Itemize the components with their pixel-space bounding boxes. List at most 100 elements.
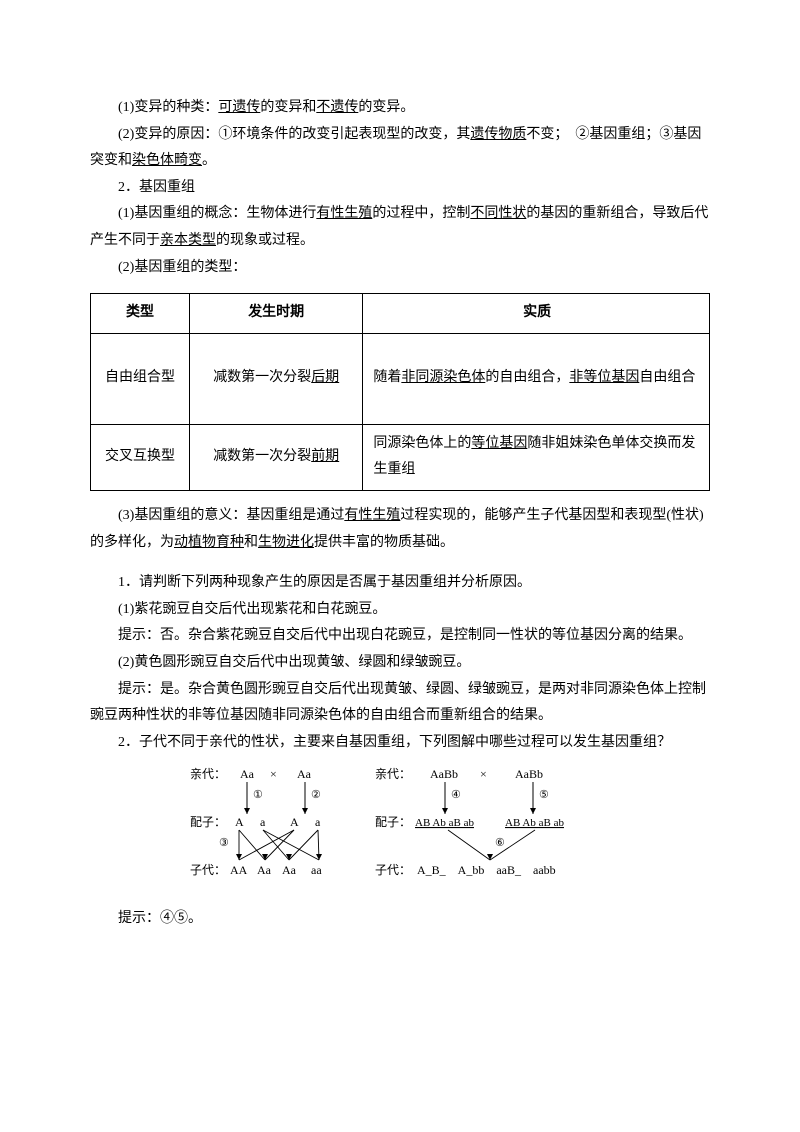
cell-essence: 随着非同源染色体的自由组合，非等位基因自由组合 bbox=[363, 333, 710, 424]
para-types-intro: (2)基因重组的类型： bbox=[90, 255, 710, 282]
question-1-2: (2)黄色圆形豌豆自交后代中出现黄皱、绿圆和绿皱豌豆。 bbox=[90, 650, 710, 677]
underline: 不遗传 bbox=[316, 100, 358, 115]
circled-2: ② bbox=[311, 789, 321, 801]
text: 提供丰富的物质基础。 bbox=[314, 535, 454, 550]
underline: 非同源染色体 bbox=[401, 370, 485, 385]
answer-2: 提示：④⑤。 bbox=[90, 906, 710, 933]
heading-gene-recombination: 2．基因重组 bbox=[90, 175, 710, 202]
underline: 等位基因 bbox=[471, 436, 527, 451]
text: (3)基因重组的意义：基因重组是通过 bbox=[118, 508, 344, 523]
svg-text:aa: aa bbox=[311, 863, 322, 877]
underline: 动植物育种 bbox=[174, 535, 244, 550]
table-row: 交叉互换型 减数第一次分裂前期 同源染色体上的等位基因随非姐妹染色单体交换而发生… bbox=[91, 424, 710, 490]
text: 1．请判断下列两种现象产生的原因是否属于基因重组并分析原因。 bbox=[118, 575, 531, 590]
children-right: A_B_ A_bb aaB_ aabb bbox=[417, 863, 556, 877]
gametes-right: AB Ab aB ab bbox=[505, 817, 564, 829]
cell-type: 自由组合型 bbox=[91, 333, 190, 424]
circled-6: ⑥ bbox=[495, 837, 505, 849]
svg-text:a: a bbox=[260, 815, 266, 829]
child-label-right: 子代： bbox=[375, 863, 411, 877]
svg-text:A: A bbox=[235, 815, 244, 829]
cell-essence: 同源染色体上的等位基因随非姐妹染色单体交换而发生重组 bbox=[363, 424, 710, 490]
svg-text:AaBb: AaBb bbox=[515, 767, 543, 781]
svg-text:Aa: Aa bbox=[240, 767, 255, 781]
circled-4: ④ bbox=[451, 789, 461, 801]
question-1-1: (1)紫花豌豆自交后代出现紫花和白花豌豆。 bbox=[90, 597, 710, 624]
gamete-label-left: 配子： bbox=[190, 815, 226, 829]
text: 减数第一次分裂 bbox=[213, 370, 311, 385]
underline: 不同性状 bbox=[470, 206, 526, 221]
svg-text:×: × bbox=[480, 767, 487, 781]
parent-label-left: 亲代： bbox=[190, 767, 226, 781]
underline: 非等位基因 bbox=[569, 370, 639, 385]
svg-text:AaBb: AaBb bbox=[430, 767, 458, 781]
underline: 前期 bbox=[311, 449, 339, 464]
question-1: 1．请判断下列两种现象产生的原因是否属于基因重组并分析原因。 bbox=[90, 570, 710, 597]
circled-3: ③ bbox=[219, 837, 229, 849]
cross-svg: 亲代： Aa × Aa ① ② 配子： A a A a ③ 子代： AA Aa bbox=[185, 764, 625, 884]
para-significance: (3)基因重组的意义：基因重组是通过有性生殖过程实现的，能够产生子代基因型和表现… bbox=[90, 503, 710, 556]
para-variation-causes: (2)变异的原因：①环境条件的改变引起表现型的改变，其遗传物质不变； ②基因重组… bbox=[90, 122, 710, 175]
table-header-row: 类型 发生时期 实质 bbox=[91, 294, 710, 334]
text: 2．基因重组 bbox=[118, 180, 195, 195]
cell-type: 交叉互换型 bbox=[91, 424, 190, 490]
text: 。 bbox=[202, 153, 216, 168]
underline: 有性生殖 bbox=[344, 508, 400, 523]
child-label-left: 子代： bbox=[190, 863, 226, 877]
text: 提示：否。杂合紫花豌豆自交后代中出现白花豌豆，是控制同一性状的等位基因分离的结果… bbox=[118, 628, 692, 643]
underline: 后期 bbox=[311, 370, 339, 385]
underline: 遗传物质 bbox=[470, 127, 526, 142]
cell-period: 减数第一次分裂后期 bbox=[190, 333, 363, 424]
svg-text:Aa: Aa bbox=[257, 863, 272, 877]
svg-text:A: A bbox=[290, 815, 299, 829]
gamete-label-right: 配子： bbox=[375, 815, 411, 829]
svg-text:×: × bbox=[270, 767, 277, 781]
text: 的过程中，控制 bbox=[372, 206, 470, 221]
text: 减数第一次分裂 bbox=[213, 449, 311, 464]
recombination-types-table: 类型 发生时期 实质 自由组合型 减数第一次分裂后期 随着非同源染色体的自由组合… bbox=[90, 293, 710, 491]
parent-label-right: 亲代： bbox=[375, 767, 411, 781]
text: 提示：是。杂合黄色圆形豌豆自交后代出现黄皱、绿圆、绿皱豌豆，是两对非同源染色体上… bbox=[90, 682, 706, 724]
text: (1)变异的种类： bbox=[118, 100, 218, 115]
answer-1-2: 提示：是。杂合黄色圆形豌豆自交后代出现黄皱、绿圆、绿皱豌豆，是两对非同源染色体上… bbox=[90, 677, 710, 730]
text: 2．子代不同于亲代的性状，主要来自基因重组，下列图解中哪些过程可以发生基因重组？ bbox=[118, 735, 671, 750]
circled-1: ① bbox=[253, 789, 263, 801]
text: 和 bbox=[244, 535, 258, 550]
svg-text:AA: AA bbox=[230, 863, 248, 877]
header-essence: 实质 bbox=[363, 294, 710, 334]
table-row: 自由组合型 减数第一次分裂后期 随着非同源染色体的自由组合，非等位基因自由组合 bbox=[91, 333, 710, 424]
text: 的现象或过程。 bbox=[216, 233, 314, 248]
text: 的变异。 bbox=[358, 100, 414, 115]
text: (2)黄色圆形豌豆自交后代中出现黄皱、绿圆和绿皱豌豆。 bbox=[118, 655, 470, 670]
cell-period: 减数第一次分裂前期 bbox=[190, 424, 363, 490]
question-2: 2．子代不同于亲代的性状，主要来自基因重组，下列图解中哪些过程可以发生基因重组？ bbox=[90, 730, 710, 757]
text: 同源染色体上的 bbox=[373, 436, 471, 451]
gametes-left: AB Ab aB ab bbox=[415, 817, 474, 829]
text: 随着 bbox=[373, 370, 401, 385]
answer-1-1: 提示：否。杂合紫花豌豆自交后代中出现白花豌豆，是控制同一性状的等位基因分离的结果… bbox=[90, 623, 710, 650]
text: (1)紫花豌豆自交后代出现紫花和白花豌豆。 bbox=[118, 602, 386, 617]
svg-text:a: a bbox=[315, 815, 321, 829]
underline: 亲本类型 bbox=[160, 233, 216, 248]
text: 的变异和 bbox=[260, 100, 316, 115]
svg-text:Aa: Aa bbox=[297, 767, 312, 781]
spacer bbox=[90, 892, 710, 906]
text: 的自由组合， bbox=[485, 370, 569, 385]
circled-5: ⑤ bbox=[539, 789, 549, 801]
para-concept: (1)基因重组的概念：生物体进行有性生殖的过程中，控制不同性状的基因的重新组合，… bbox=[90, 201, 710, 254]
text: 提示：④⑤。 bbox=[118, 911, 202, 926]
spacer bbox=[90, 556, 710, 570]
underline: 生物进化 bbox=[258, 535, 314, 550]
header-period: 发生时期 bbox=[190, 294, 363, 334]
text: (2)变异的原因：①环境条件的改变引起表现型的改变，其 bbox=[118, 127, 470, 142]
svg-text:Aa: Aa bbox=[282, 863, 297, 877]
underline: 可遗传 bbox=[218, 100, 260, 115]
text: (2)基因重组的类型： bbox=[118, 260, 246, 275]
text: 自由组合 bbox=[639, 370, 695, 385]
underline: 有性生殖 bbox=[316, 206, 372, 221]
para-variation-types: (1)变异的种类：可遗传的变异和不遗传的变异。 bbox=[90, 95, 710, 122]
text: (1)基因重组的概念：生物体进行 bbox=[118, 206, 316, 221]
genetics-cross-diagram: 亲代： Aa × Aa ① ② 配子： A a A a ③ 子代： AA Aa bbox=[185, 764, 615, 884]
underline: 染色体畸变 bbox=[132, 153, 202, 168]
header-type: 类型 bbox=[91, 294, 190, 334]
